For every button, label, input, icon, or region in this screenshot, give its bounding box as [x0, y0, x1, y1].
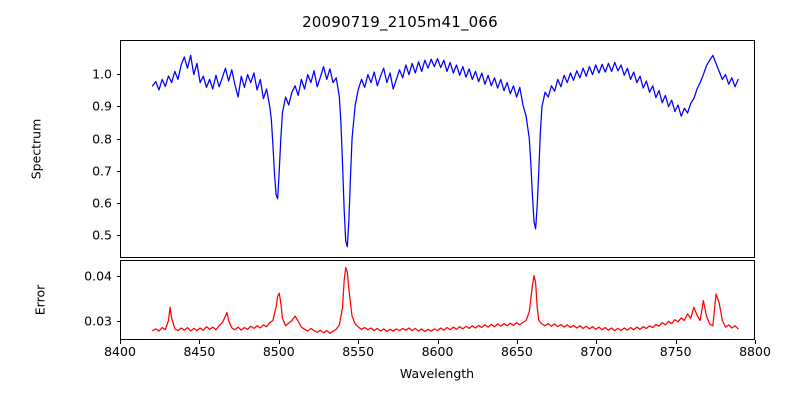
xtick-mark: [437, 340, 439, 344]
spectrum-plot-area: [121, 41, 754, 257]
spectrum-ytick-label: 0.7: [92, 163, 112, 179]
error-trace: [153, 268, 739, 334]
chart-title: 20090719_2105m41_066: [302, 13, 498, 31]
xtick-mark: [120, 340, 121, 344]
xtick-mark: [675, 340, 677, 344]
xtick-label: 8450: [183, 344, 216, 359]
xtick-mark: [516, 340, 518, 344]
spectrum-ytick-mark: [116, 235, 120, 237]
xtick-mark: [199, 340, 201, 344]
xtick-label: 8400: [104, 344, 136, 359]
spectrum-ytick-label: 0.6: [92, 195, 112, 211]
xtick-label: 8600: [421, 344, 454, 359]
spectrum-ytick-mark: [116, 106, 120, 108]
error-ytick-mark: [116, 275, 120, 277]
spectrum-ytick-mark: [116, 138, 120, 140]
xtick-label: 8500: [262, 344, 295, 359]
xtick-mark: [278, 340, 280, 344]
spectrum-axis-label: Spectrum: [28, 118, 44, 180]
spectrum-ytick-label: 0.5: [92, 227, 112, 243]
error-ytick-mark: [116, 321, 120, 323]
spectrum-ytick-mark: [116, 170, 120, 172]
error-axis-label: Error: [32, 284, 48, 316]
xtick-mark: [596, 340, 598, 344]
spectrum-ytick-label: 0.9: [92, 98, 112, 114]
error-panel: [120, 260, 755, 340]
error-ytick-label: 0.03: [84, 313, 112, 329]
xtick-mark: [358, 340, 360, 344]
xtick-mark: [755, 340, 756, 344]
spectrum-ytick-label: 1.0: [92, 66, 112, 82]
xtick-label: 8800: [739, 344, 771, 359]
xtick-label: 8700: [580, 344, 613, 359]
error-plot-area: [121, 261, 754, 339]
xtick-label: 8750: [659, 344, 692, 359]
spectrum-trace: [153, 55, 739, 246]
spectrum-ytick-label: 0.8: [92, 131, 112, 146]
spectrum-ytick-mark: [116, 203, 120, 205]
error-ytick-label: 0.04: [84, 268, 112, 284]
spectrum-panel: [120, 40, 755, 258]
spectrum-ytick-mark: [116, 73, 120, 75]
wavelength-axis-label: Wavelength: [399, 366, 475, 381]
xtick-label: 8650: [500, 344, 533, 359]
xtick-label: 8550: [342, 344, 375, 359]
